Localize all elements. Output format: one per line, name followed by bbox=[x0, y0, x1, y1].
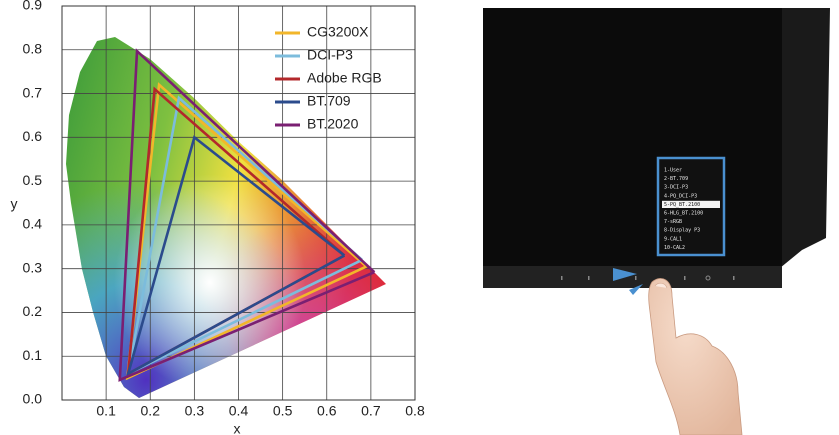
x-tick-label: 0.8 bbox=[405, 403, 425, 419]
plot-frame bbox=[61, 5, 416, 401]
y-tick-label: 0.1 bbox=[23, 347, 43, 363]
x-tick-label: 0.5 bbox=[273, 403, 293, 419]
legend-label: Adobe RGB bbox=[307, 70, 382, 86]
gamut-line bbox=[126, 135, 346, 377]
y-tick-label: 0.9 bbox=[23, 0, 43, 13]
menu-item: 2-BT.709 bbox=[664, 176, 688, 182]
x-tick-label: 0.7 bbox=[361, 403, 381, 419]
x-tick-label: 0.1 bbox=[96, 403, 116, 419]
legend-label: CG3200X bbox=[307, 24, 369, 40]
plot-area: 0.0 0.1 0.2 0.3 0.4 0.5 0.6 0.7 0.8 0.9 0.1 0.2 0.3 0… bbox=[23, 0, 425, 419]
y-axis-label: y bbox=[11, 196, 18, 212]
gamut-line bbox=[125, 82, 368, 381]
menu-item: 10-CAL2 bbox=[664, 245, 685, 251]
y-tick-label: 0.4 bbox=[23, 216, 43, 232]
y-tick-label: 0.0 bbox=[23, 391, 43, 407]
y-tick-label: 0.8 bbox=[23, 40, 43, 56]
menu-highlight bbox=[662, 200, 720, 208]
legend-label: BT.709 bbox=[307, 93, 351, 109]
legend-label: DCI-P3 bbox=[307, 47, 353, 63]
menu-item: 4-PQ_DCI-P3 bbox=[664, 193, 697, 199]
x-axis-label: x bbox=[234, 421, 241, 435]
y-tick-label: 0.7 bbox=[23, 84, 43, 100]
y-tick-label: 0.3 bbox=[23, 259, 43, 275]
spectral-locus bbox=[66, 37, 386, 398]
gamut-line bbox=[126, 95, 363, 377]
menu-item: 1-User bbox=[664, 168, 682, 174]
menu-item: 7-sRGB bbox=[664, 219, 682, 225]
y-tick-label: 0.5 bbox=[23, 172, 43, 188]
menu-item: 3-DCI-P3 bbox=[664, 185, 688, 191]
y-tick-label: 0.6 bbox=[23, 128, 43, 144]
menu-item: 5-PQ_BT.2100 bbox=[664, 202, 700, 208]
x-tick-label: 0.6 bbox=[317, 403, 337, 419]
x-tick-label: 0.4 bbox=[229, 403, 249, 419]
x-tick-label: 0.2 bbox=[141, 403, 161, 419]
menu-item: 6-HLG_BT.2100 bbox=[664, 211, 703, 217]
x-tick-label: 0.3 bbox=[185, 403, 205, 419]
gamut-line bbox=[118, 48, 376, 382]
legend-label: BT.2020 bbox=[307, 116, 359, 132]
monitor: 1-User 2-BT.709 3-DCI-P3 4-PQ_DCI-P3 5-PQ_BT… bbox=[483, 8, 830, 295]
menu-item: 9-CAL1 bbox=[664, 236, 682, 242]
y-tick-label: 0.2 bbox=[23, 303, 43, 319]
menu-item: 8-Display P3 bbox=[664, 228, 700, 234]
hand bbox=[648, 278, 743, 435]
